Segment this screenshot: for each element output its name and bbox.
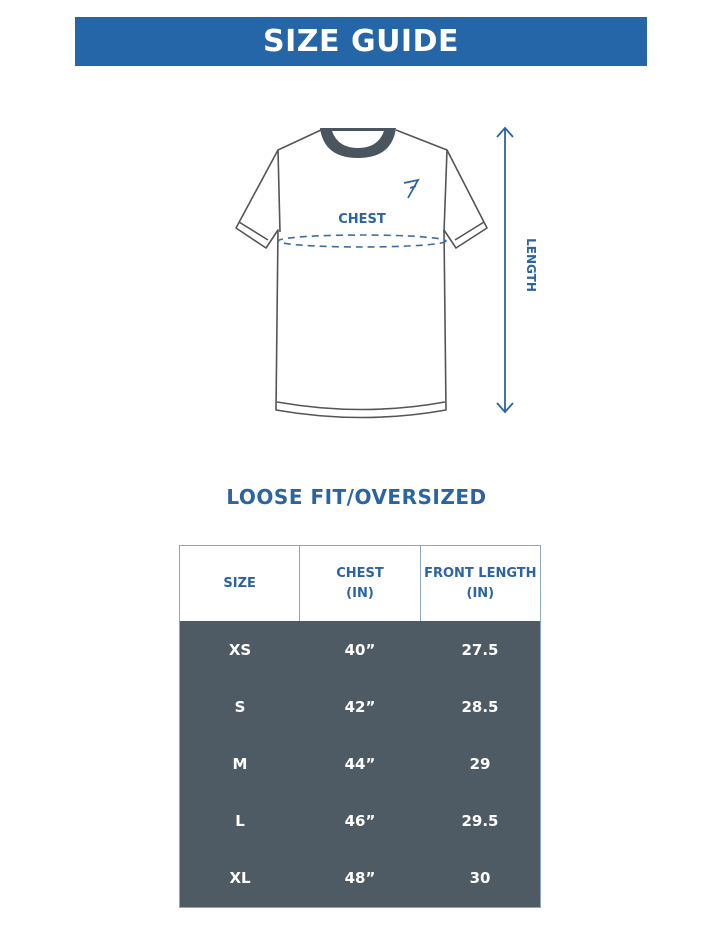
table-row: S 42” 28.5 bbox=[180, 678, 540, 735]
length-cell: 27.5 bbox=[461, 640, 499, 659]
length-cell: 30 bbox=[469, 869, 491, 888]
chest-measure-line bbox=[277, 234, 447, 248]
page-title: SIZE GUIDE bbox=[262, 24, 459, 59]
size-cell: XS bbox=[228, 640, 252, 659]
chest-cell: 44” bbox=[344, 754, 376, 773]
table-row: XL 48” 30 bbox=[180, 850, 540, 907]
length-arrow bbox=[496, 126, 514, 414]
header-chest: CHEST (IN) bbox=[300, 546, 421, 621]
size-table: SIZE CHEST (IN) FRONT LENGTH (IN) XS 40” 2… bbox=[179, 545, 541, 908]
table-row: M 44” 29 bbox=[180, 735, 540, 792]
length-cell: 28.5 bbox=[461, 697, 499, 716]
chest-cell: 46” bbox=[344, 812, 376, 831]
length-label: LENGTH bbox=[524, 238, 538, 292]
table-header: SIZE CHEST (IN) FRONT LENGTH (IN) bbox=[180, 546, 540, 621]
chest-label: CHEST bbox=[338, 212, 386, 227]
table-row: XS 40” 27.5 bbox=[180, 621, 540, 678]
table-row: L 46” 29.5 bbox=[180, 793, 540, 850]
header-size: SIZE bbox=[180, 546, 301, 621]
length-cell: 29.5 bbox=[461, 812, 499, 831]
size-cell: L bbox=[235, 812, 245, 831]
collar bbox=[320, 128, 396, 158]
logo-icon bbox=[403, 178, 420, 199]
chest-cell: 42” bbox=[344, 697, 376, 716]
chest-cell: 48” bbox=[344, 869, 376, 888]
title-banner: SIZE GUIDE bbox=[75, 17, 647, 66]
size-cell: XL bbox=[229, 869, 251, 888]
size-cell: S bbox=[234, 697, 246, 716]
length-cell: 29 bbox=[469, 754, 491, 773]
chest-cell: 40” bbox=[344, 640, 376, 659]
size-cell: M bbox=[232, 754, 248, 773]
tshirt-diagram: CHEST LENGTH bbox=[235, 126, 538, 419]
fit-label: LOOSE FIT/OVERSIZED bbox=[226, 485, 487, 509]
table-body: XS 40” 27.5 S 42” 28.5 M 44” 29 L 46” 29.5 XL 48”… bbox=[180, 621, 540, 907]
tshirt-outline bbox=[235, 129, 488, 419]
header-front-length: FRONT LENGTH (IN) bbox=[424, 565, 537, 601]
